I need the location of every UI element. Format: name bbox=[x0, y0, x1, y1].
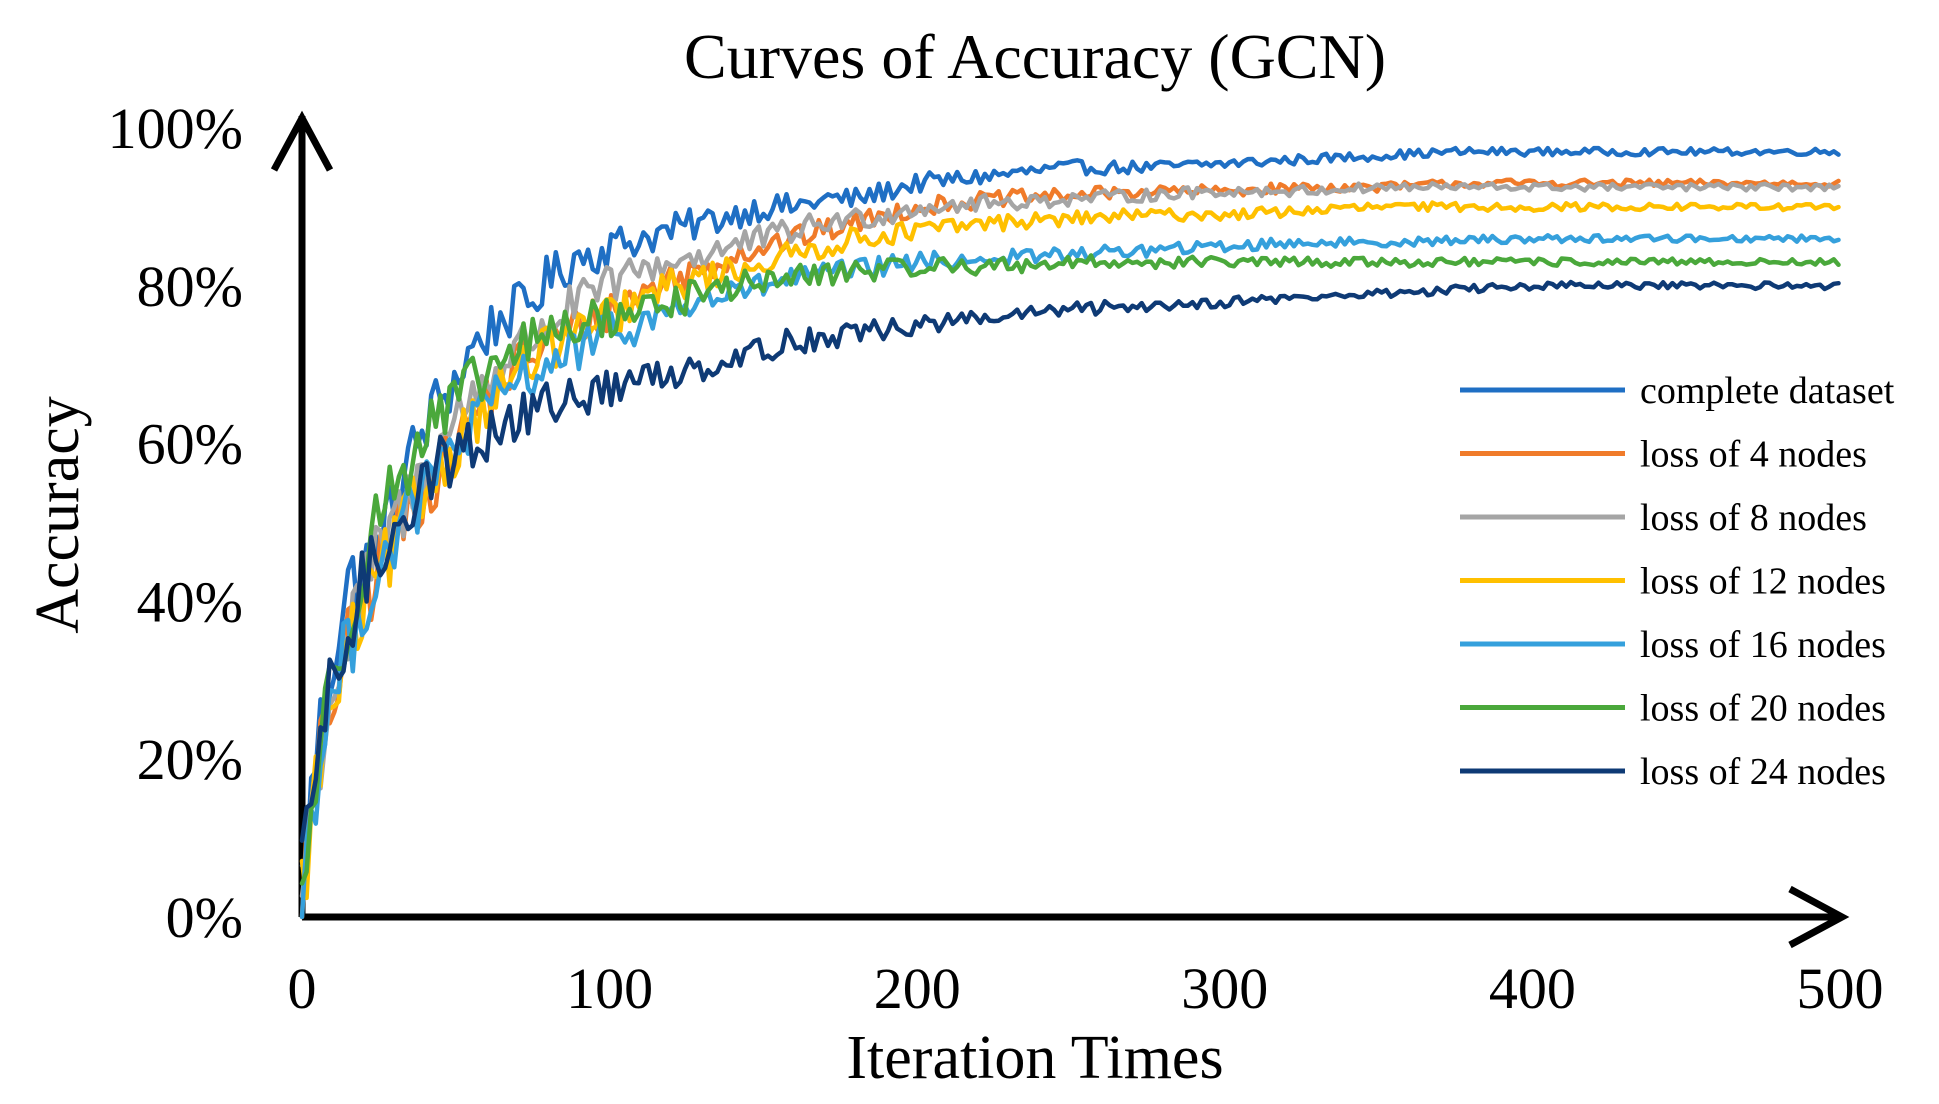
y-tick-label: 80% bbox=[137, 254, 243, 319]
tick-labels: 0% 20% 40% 60% 80% 100% 0 100 200 300 400 500 bbox=[108, 96, 1884, 1021]
legend-entry-label: loss of 16 nodes bbox=[1640, 624, 1886, 666]
x-axis-label: Iteration Times bbox=[846, 1024, 1223, 1092]
y-tick-label: 40% bbox=[137, 569, 243, 634]
y-axis-arrowhead bbox=[270, 110, 334, 172]
axes bbox=[270, 110, 1850, 949]
x-axis-arrowhead bbox=[1788, 885, 1850, 949]
series-line-loss-of-20-nodes bbox=[299, 253, 1841, 886]
legend-entry-label: loss of 20 nodes bbox=[1640, 688, 1886, 730]
y-axis-label: Accuracy bbox=[24, 396, 92, 634]
legend: complete dataset loss of 4 nodes loss of 8… bbox=[1460, 370, 1895, 793]
y-tick-label: 0% bbox=[166, 885, 243, 950]
x-tick-label: 100 bbox=[566, 956, 653, 1021]
series-line-complete-dataset bbox=[299, 145, 1841, 872]
x-tick-label: 200 bbox=[874, 956, 961, 1021]
legend-entry-label: loss of 12 nodes bbox=[1640, 561, 1886, 603]
series-line-loss-of-16-nodes bbox=[299, 232, 1841, 920]
y-tick-label: 20% bbox=[137, 727, 243, 792]
series-line-loss-of-8-nodes bbox=[299, 180, 1841, 899]
y-tick-label: 60% bbox=[137, 412, 243, 477]
x-tick-label: 300 bbox=[1181, 956, 1268, 1021]
legend-entry-label: complete dataset bbox=[1640, 370, 1895, 412]
series-lines bbox=[299, 145, 1841, 920]
y-tick-label: 100% bbox=[108, 96, 243, 161]
legend-entry-label: loss of 8 nodes bbox=[1640, 497, 1867, 539]
chart-title: Curves of Accuracy (GCN) bbox=[684, 21, 1386, 92]
x-tick-label: 400 bbox=[1489, 956, 1576, 1021]
x-tick-label: 0 bbox=[288, 956, 317, 1021]
x-tick-label: 500 bbox=[1797, 956, 1884, 1021]
legend-entry-label: loss of 24 nodes bbox=[1640, 751, 1886, 793]
series-line-loss-of-24-nodes bbox=[299, 279, 1841, 843]
legend-entry-label: loss of 4 nodes bbox=[1640, 434, 1867, 476]
